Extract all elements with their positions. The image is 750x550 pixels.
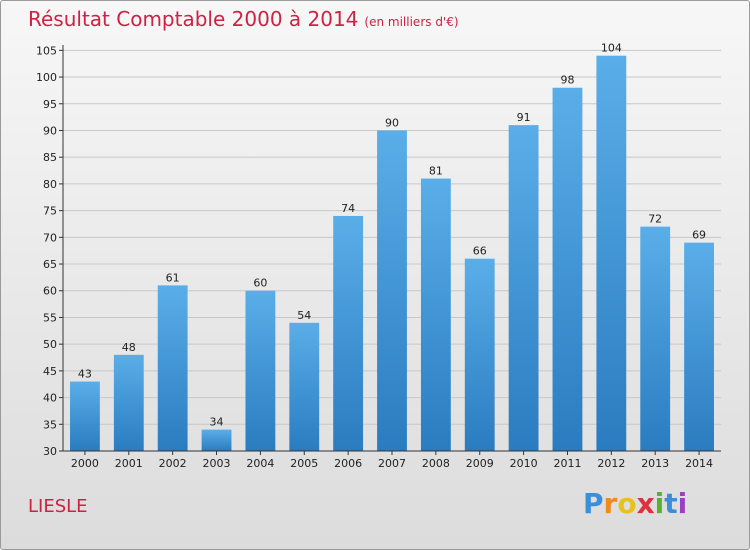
y-tick-label: 100 bbox=[36, 71, 57, 84]
bar-2002 bbox=[157, 285, 188, 451]
value-label: 74 bbox=[341, 202, 355, 215]
town-name: LIESLE bbox=[28, 496, 88, 517]
bar-2009 bbox=[464, 258, 495, 451]
y-tick-label: 40 bbox=[43, 392, 57, 405]
y-tick-label: 70 bbox=[43, 231, 57, 244]
y-tick-label: 85 bbox=[43, 151, 57, 164]
y-tick-label: 35 bbox=[43, 418, 57, 431]
logo-letter: i bbox=[654, 487, 665, 520]
y-tick-label: 65 bbox=[43, 258, 57, 271]
x-tick-label: 2006 bbox=[334, 457, 362, 470]
chart-subtitle: (en milliers d'€) bbox=[364, 15, 459, 29]
x-tick-label: 2008 bbox=[422, 457, 450, 470]
bar-2005 bbox=[289, 322, 320, 451]
bar-2012 bbox=[596, 55, 627, 452]
proxiti-logo[interactable]: Proxiti bbox=[583, 487, 687, 520]
x-tick-label: 2010 bbox=[510, 457, 538, 470]
value-label: 104 bbox=[601, 42, 622, 55]
y-tick-label: 80 bbox=[43, 178, 57, 191]
bar-2013 bbox=[640, 226, 671, 451]
bar-2003 bbox=[201, 429, 232, 451]
x-tick-label: 2003 bbox=[203, 457, 231, 470]
x-tick-label: 2011 bbox=[553, 457, 581, 470]
y-tick-label: 105 bbox=[36, 44, 57, 57]
x-tick-label: 2002 bbox=[159, 457, 187, 470]
bar-2006 bbox=[333, 215, 364, 451]
x-tick-label: 2014 bbox=[685, 457, 713, 470]
y-tick-label: 90 bbox=[43, 124, 57, 137]
bar-2011 bbox=[552, 87, 583, 451]
x-tick-label: 2012 bbox=[597, 457, 625, 470]
value-label: 81 bbox=[429, 165, 443, 178]
bar-2014 bbox=[684, 242, 714, 451]
x-tick-label: 2000 bbox=[71, 457, 99, 470]
value-label: 34 bbox=[210, 416, 224, 429]
value-label: 60 bbox=[253, 277, 267, 290]
value-label: 91 bbox=[517, 111, 531, 124]
value-label: 90 bbox=[385, 116, 399, 129]
x-tick-label: 2007 bbox=[378, 457, 406, 470]
axes: 30 35 40 45 50 55 60 65 70 75 80 85 90 95 100 105 2000 20… bbox=[36, 44, 721, 470]
logo-letter: x bbox=[636, 487, 655, 520]
bar-2008 bbox=[420, 178, 451, 452]
value-label: 66 bbox=[473, 245, 487, 258]
value-label: 48 bbox=[122, 341, 136, 354]
value-label: 69 bbox=[692, 229, 706, 242]
logo-letter: r bbox=[603, 487, 618, 520]
bars: 43 48 61 34 60 54 74 90 81 66 91 98 104 72 69 bbox=[70, 42, 714, 452]
y-tick-label: 45 bbox=[43, 365, 57, 378]
bar-2004 bbox=[245, 290, 276, 451]
logo-letter: t bbox=[664, 487, 678, 520]
chart-title-text: Résultat Comptable 2000 à 2014 bbox=[28, 7, 359, 31]
chart-title: Résultat Comptable 2000 à 2014 (en millie… bbox=[28, 7, 459, 31]
bar-2010 bbox=[508, 125, 539, 451]
x-tick-label: 2013 bbox=[641, 457, 669, 470]
y-tick-label: 30 bbox=[43, 445, 57, 458]
y-tick-label: 75 bbox=[43, 205, 57, 218]
value-label: 54 bbox=[297, 309, 311, 322]
x-tick-label: 2004 bbox=[246, 457, 274, 470]
value-label: 43 bbox=[78, 368, 92, 381]
y-tick-label: 60 bbox=[43, 285, 57, 298]
logo-letter: P bbox=[583, 487, 604, 520]
x-tick-label: 2001 bbox=[115, 457, 143, 470]
y-tick-label: 50 bbox=[43, 338, 57, 351]
y-tick-label: 55 bbox=[43, 311, 57, 324]
value-label: 98 bbox=[560, 74, 574, 87]
logo-letter: i bbox=[677, 487, 688, 520]
x-tick-label: 2009 bbox=[466, 457, 494, 470]
bar-2001 bbox=[113, 354, 144, 451]
value-label: 72 bbox=[648, 213, 662, 226]
x-tick-label: 2005 bbox=[290, 457, 318, 470]
bar-2000 bbox=[70, 381, 100, 451]
bar-2007 bbox=[377, 130, 407, 451]
value-label: 61 bbox=[166, 271, 180, 284]
logo-letter: o bbox=[617, 487, 637, 520]
y-tick-label: 95 bbox=[43, 98, 57, 111]
